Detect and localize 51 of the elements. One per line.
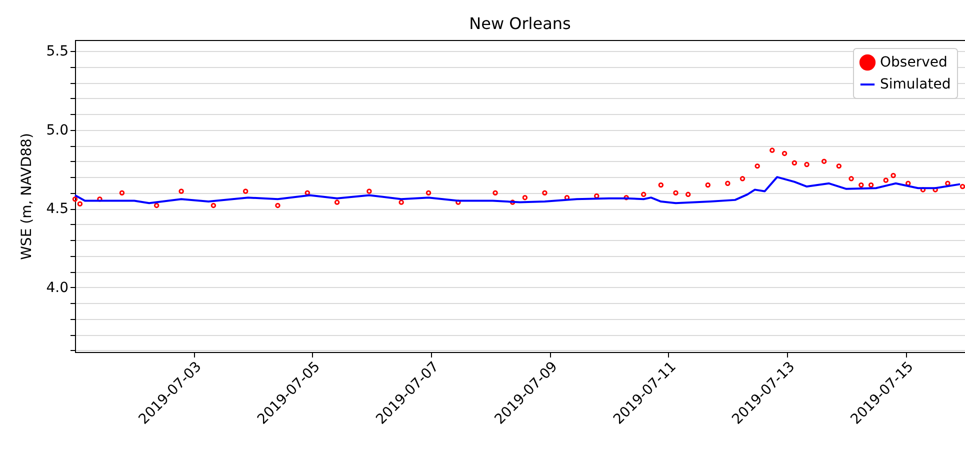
point — [275, 202, 280, 208]
point — [792, 160, 798, 166]
legend-label: Observed — [880, 54, 948, 70]
point — [658, 182, 664, 188]
point — [178, 188, 184, 194]
point — [304, 190, 310, 196]
point — [210, 202, 216, 208]
point — [821, 158, 827, 164]
point — [868, 182, 874, 188]
point — [119, 190, 125, 196]
point — [398, 200, 404, 205]
point — [542, 190, 548, 196]
y-tick-label: 4.5 — [46, 201, 68, 218]
point — [154, 202, 160, 208]
chart-title: New Orleans — [469, 14, 571, 33]
legend-label: Simulated — [880, 76, 951, 92]
point — [624, 194, 629, 200]
point — [72, 196, 78, 202]
y-tick-label: 5.5 — [46, 44, 68, 60]
point — [960, 184, 965, 190]
point — [782, 150, 788, 156]
point — [705, 182, 711, 188]
y-axis-title: WSE (m, NAVD88) — [19, 133, 36, 260]
point — [522, 194, 528, 200]
point — [836, 163, 842, 169]
point — [804, 162, 810, 168]
point — [456, 200, 461, 205]
point — [673, 190, 678, 196]
point — [640, 192, 646, 198]
point — [242, 188, 248, 194]
point — [366, 188, 372, 194]
point — [492, 190, 498, 196]
point — [848, 176, 854, 182]
point — [754, 163, 760, 169]
point — [932, 187, 938, 192]
point — [97, 196, 102, 202]
point — [426, 190, 432, 196]
point — [770, 148, 775, 153]
point — [883, 178, 889, 183]
line-series — [74, 176, 962, 204]
point — [890, 172, 896, 178]
point — [740, 176, 746, 182]
point — [685, 192, 691, 198]
y-tick-label: 4.0 — [46, 280, 68, 296]
y-tick-label: 5.0 — [46, 122, 68, 138]
point — [920, 187, 926, 192]
point — [334, 200, 340, 205]
point — [77, 201, 83, 206]
point — [725, 180, 730, 186]
point — [510, 200, 516, 205]
point — [858, 182, 864, 188]
